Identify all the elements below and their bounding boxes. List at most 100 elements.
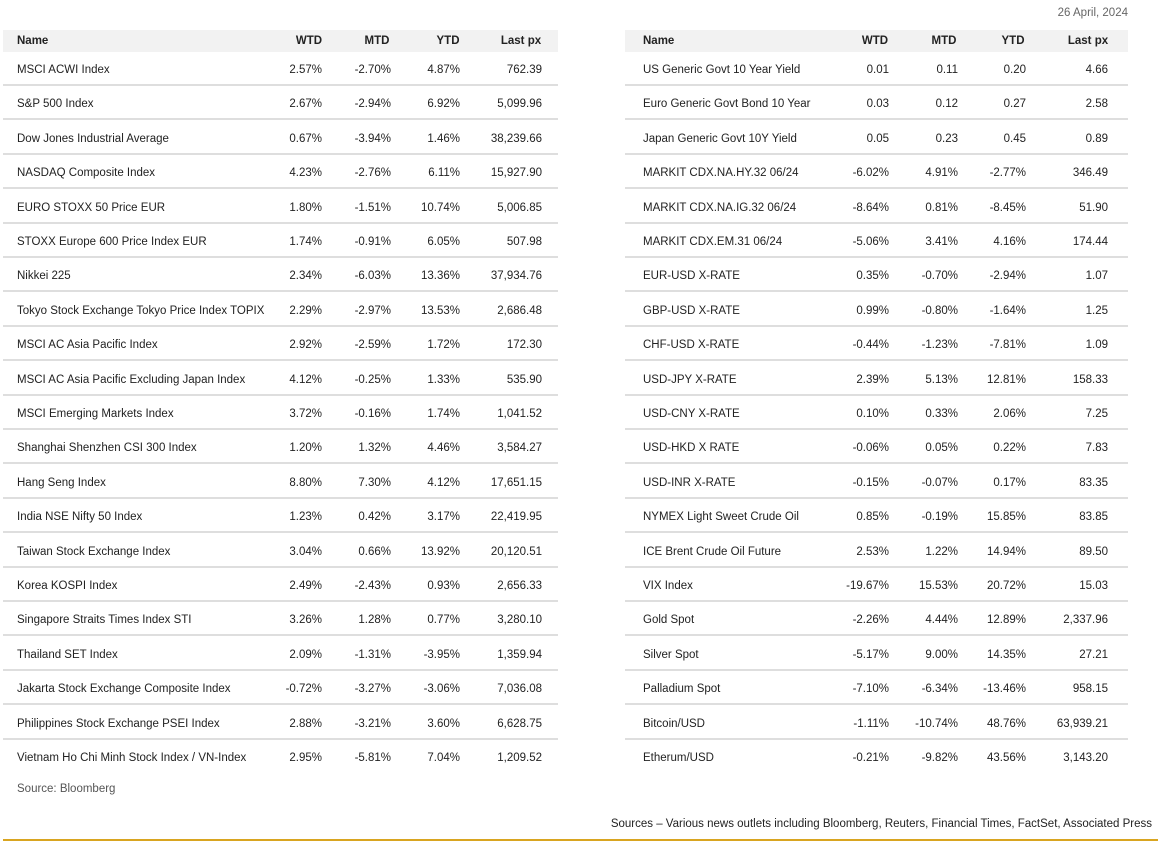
cell-value: -0.15% [852, 476, 889, 489]
cell-value: 14.94% [986, 545, 1026, 558]
cell-value: 4.87% [427, 64, 460, 76]
cell-value: 0.17% [993, 476, 1026, 489]
cell-value: 0.67% [289, 132, 322, 145]
row-name: Shanghai Shenzhen CSI 300 Index [17, 442, 197, 455]
row-name: VIX Index [643, 580, 693, 592]
row-separator [3, 359, 558, 362]
cell-value: 13.36% [420, 270, 460, 283]
row-separator [3, 221, 558, 224]
cell-value: 2.95% [289, 752, 322, 764]
row-separator [3, 634, 558, 637]
row-separator [625, 118, 1128, 121]
cell-value: 7.25 [1085, 408, 1108, 420]
row-separator [625, 393, 1128, 396]
row-name: Japan Generic Govt 10Y Yield [643, 132, 797, 145]
cell-value: 4.16% [993, 236, 1026, 248]
row-name: MSCI AC Asia Pacific Excluding Japan Ind… [17, 373, 246, 386]
cell-value: 762.39 [506, 64, 542, 76]
column-header: YTD [436, 35, 460, 47]
cell-value: 4.12% [427, 476, 460, 489]
row-name: Euro Generic Govt Bond 10 Year [643, 98, 811, 111]
cell-value: 0.81% [925, 201, 958, 214]
cell-value: -0.72% [285, 683, 322, 696]
row-separator [3, 324, 558, 327]
cell-value: 1.46% [427, 132, 460, 145]
cell-value: -2.94% [989, 270, 1026, 283]
cell-value: 174.44 [1072, 236, 1108, 248]
cell-value: 4.23% [289, 167, 322, 180]
cell-value: 507.98 [506, 236, 542, 248]
cell-value: 1,041.52 [497, 408, 542, 420]
row-separator [3, 118, 558, 121]
cell-value: 15.53% [918, 580, 958, 592]
column-header: Name [17, 35, 49, 47]
cell-value: 0.03 [866, 98, 889, 111]
row-name: EUR-USD X-RATE [643, 270, 740, 283]
row-name: USD-INR X-RATE [643, 476, 736, 489]
cell-value: 4.46% [427, 442, 460, 455]
cell-value: 0.77% [427, 614, 460, 627]
cell-value: 12.89% [986, 614, 1026, 627]
cell-value: 0.66% [358, 545, 391, 558]
cell-value: 2.53% [856, 545, 889, 558]
cell-value: -1.51% [354, 201, 391, 214]
row-separator [3, 531, 558, 534]
column-header: MTD [364, 35, 390, 47]
cell-value: 2.39% [856, 373, 889, 386]
cell-value: 1.33% [427, 373, 460, 386]
cell-value: -10.74% [915, 717, 958, 730]
cell-value: 2.09% [289, 648, 322, 661]
cell-value: 3.60% [427, 717, 460, 730]
column-header: YTD [1001, 35, 1025, 47]
cell-value: -6.02% [852, 167, 889, 180]
row-name: NASDAQ Composite Index [17, 167, 156, 180]
cell-value: 158.33 [1072, 373, 1108, 386]
cell-value: 2,686.48 [497, 304, 542, 317]
row-name: Philippines Stock Exchange PSEI Index [17, 717, 220, 730]
cell-value: 4.12% [289, 373, 322, 386]
cell-value: 3.41% [925, 236, 958, 248]
cell-value: 1.20% [289, 442, 322, 455]
row-name: USD-CNY X-RATE [643, 408, 740, 420]
row-separator [625, 565, 1128, 568]
cell-value: 0.27 [1003, 98, 1026, 111]
cell-value: 5,099.96 [497, 98, 542, 111]
row-separator [625, 668, 1128, 671]
row-separator [3, 737, 558, 740]
cell-value: 1.23% [289, 511, 322, 524]
cell-value: 1.74% [427, 408, 460, 420]
row-name: MARKIT CDX.EM.31 06/24 [643, 236, 783, 248]
cell-value: -0.80% [921, 304, 958, 317]
column-header: WTD [295, 35, 323, 47]
cell-value: 1,359.94 [497, 648, 542, 661]
cell-value: -5.06% [852, 236, 889, 248]
row-name: USD-JPY X-RATE [643, 373, 737, 386]
row-name: Hang Seng Index [17, 476, 106, 489]
row-separator [625, 428, 1128, 430]
row-separator [3, 600, 558, 602]
cell-value: 958.15 [1072, 683, 1108, 696]
cell-value: 37,934.76 [490, 270, 542, 283]
cell-value: 38,239.66 [490, 132, 542, 145]
row-name: US Generic Govt 10 Year Yield [643, 64, 801, 76]
cell-value: 6.92% [427, 98, 460, 111]
cell-value: -6.34% [921, 683, 958, 696]
cell-value: 1.72% [427, 339, 460, 352]
cell-value: 6,628.75 [497, 717, 542, 730]
cell-value: 22,419.95 [490, 511, 542, 524]
cell-value: 1.07 [1085, 270, 1108, 283]
cell-value: 3,584.27 [497, 442, 542, 455]
row-name: Singapore Straits Times Index STI [17, 614, 192, 627]
cell-value: 0.05% [925, 442, 958, 455]
cell-value: 7.83 [1085, 442, 1108, 455]
cell-value: 0.89 [1085, 132, 1108, 145]
row-separator [625, 737, 1128, 740]
cell-value: 2.67% [289, 98, 322, 111]
cell-value: -3.94% [354, 132, 391, 145]
cell-value: 4.44% [925, 614, 958, 627]
row-name: Jakarta Stock Exchange Composite Index [17, 683, 231, 696]
cell-value: 13.92% [420, 545, 460, 558]
row-separator [3, 290, 558, 293]
row-name: S&P 500 Index [17, 98, 94, 111]
row-separator [3, 84, 558, 86]
